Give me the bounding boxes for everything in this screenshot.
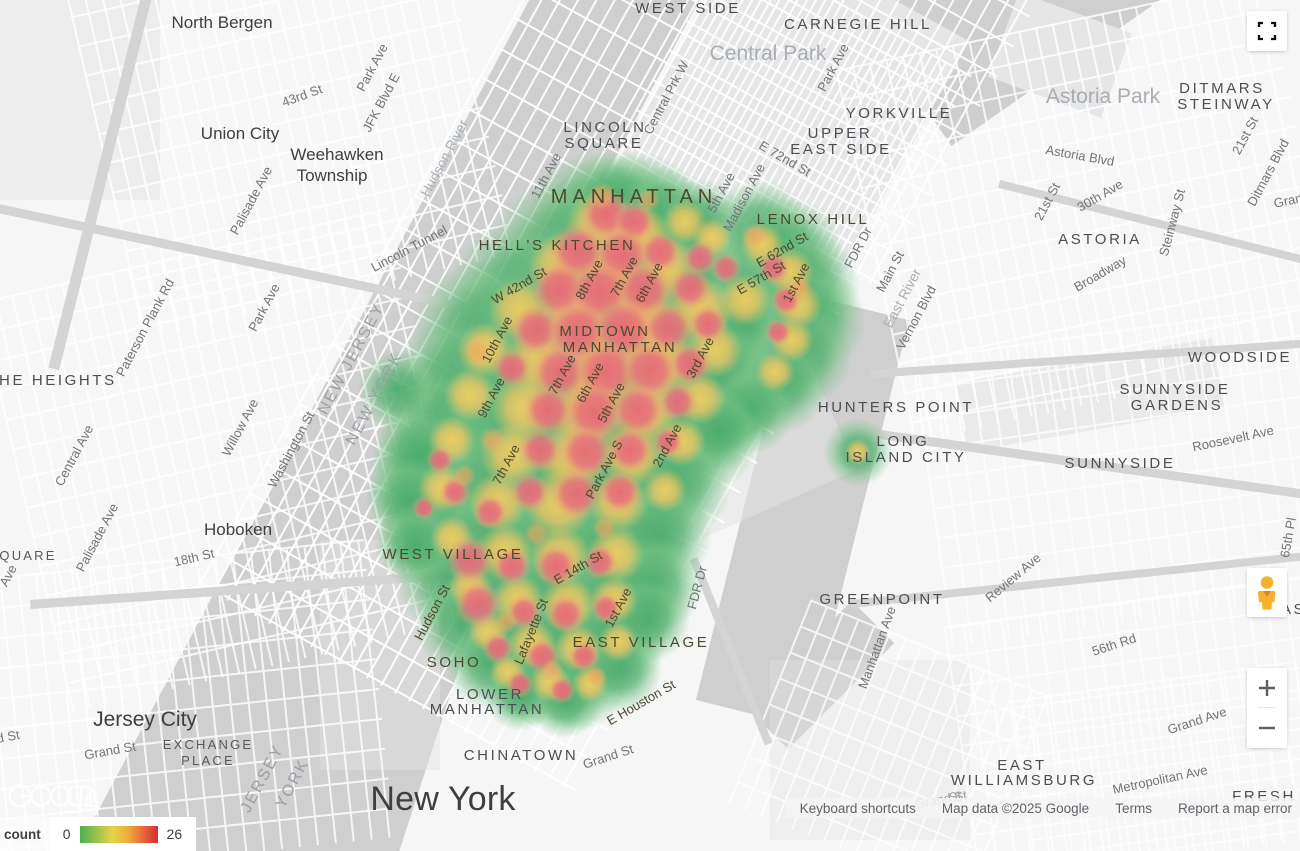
heatmap-blob — [588, 182, 616, 210]
terms-link[interactable]: Terms — [1115, 800, 1152, 816]
heatmap-blob — [585, 665, 607, 687]
heatmap-blob — [494, 610, 518, 634]
heatmap-blob — [518, 428, 562, 472]
heatmap-blob — [492, 546, 532, 586]
report-map-error-link[interactable]: Report a map error — [1177, 800, 1292, 816]
heatmap-blob — [534, 544, 578, 588]
heatmap-blob — [492, 348, 532, 388]
map-data-copyright: Map data ©2025 Google — [941, 800, 1090, 816]
heatmap-blob — [541, 659, 563, 681]
google-logo[interactable] — [4, 779, 99, 813]
legend-min-value: 0 — [62, 826, 71, 842]
heatmap-blob — [788, 276, 812, 300]
heatmap-blob — [479, 427, 505, 453]
legend-gradient-bar — [79, 825, 158, 843]
heatmap-blob — [524, 522, 548, 546]
zoom-control[interactable] — [1247, 668, 1287, 748]
street-view-pegman-button[interactable] — [1247, 568, 1287, 617]
heatmap-blob — [358, 350, 438, 430]
heatmap-blob — [710, 252, 742, 284]
heatmap-blob — [510, 472, 550, 512]
legend-max-value: 26 — [166, 826, 183, 842]
heatmap-blob — [546, 594, 586, 634]
heatmap-blob — [550, 468, 602, 520]
heatmap-blob — [582, 544, 618, 580]
fullscreen-button[interactable] — [1247, 11, 1287, 51]
minus-icon — [1259, 726, 1275, 729]
keyboard-shortcuts-link[interactable]: Keyboard shortcuts — [799, 800, 916, 816]
heatmap-blob — [482, 632, 514, 664]
legend-title-box: count — [0, 817, 51, 851]
heatmap-blob — [464, 338, 492, 366]
heatmap-blob — [598, 470, 642, 514]
fullscreen-icon — [1257, 21, 1277, 41]
heatmap-blob — [472, 494, 508, 530]
heatmap-blob — [444, 369, 496, 421]
legend-title: count — [4, 826, 41, 842]
heatmap-blob — [636, 188, 660, 212]
heatmap-blob — [764, 318, 792, 346]
zoom-separator — [1258, 707, 1276, 708]
heatmap-blob — [592, 516, 616, 540]
heatmap-blob — [426, 446, 454, 474]
legend-scale: 0 26 — [50, 817, 197, 851]
zoom-in-button[interactable] — [1247, 668, 1287, 707]
street-view-pegman-icon — [1257, 575, 1276, 610]
heatmap-blob — [688, 304, 728, 344]
heatmap-blob — [506, 670, 534, 698]
heatmap-blob — [606, 426, 654, 474]
heatmap-blob — [643, 468, 687, 512]
heatmap-blob — [652, 426, 684, 458]
heatmap-legend: count 0 26 — [0, 817, 197, 851]
heatmap-blob — [658, 382, 698, 422]
heatmap-blob — [452, 464, 476, 488]
heatmap-blob — [412, 496, 436, 520]
heatmap-blob — [668, 342, 712, 386]
heatmap-blob — [590, 592, 622, 624]
heatmap-blob — [741, 223, 767, 249]
zoom-out-button[interactable] — [1247, 708, 1287, 747]
heatmap-blob — [446, 536, 494, 584]
heatmap-blob — [845, 439, 871, 465]
heatmap-blob — [758, 252, 790, 284]
attribution-bar: Keyboard shortcuts Map data ©2025 Google… — [785, 798, 1300, 818]
plus-icon — [1259, 679, 1275, 696]
heatmap-blob — [755, 352, 795, 392]
heatmap-blob — [598, 622, 638, 662]
